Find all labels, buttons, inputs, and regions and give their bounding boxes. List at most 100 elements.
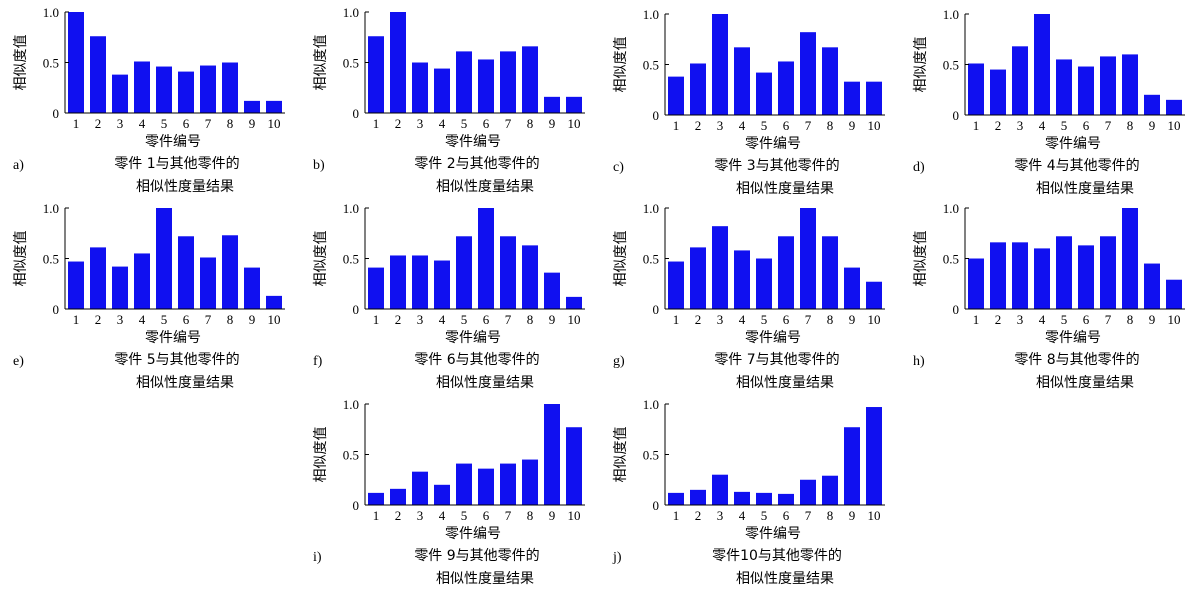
bar-4 <box>134 61 150 113</box>
bar-7 <box>500 51 516 113</box>
chart-panel-g: 0 0.5 1.0 1 2 3 4 5 6 7 8 9 10 零件编号 相似度值 g) 零件 7与其他零件的相似… <box>613 201 885 391</box>
x-tick-label: 8 <box>527 312 534 327</box>
x-tick-label: 3 <box>417 116 424 131</box>
x-tick-label: 8 <box>527 116 534 131</box>
bar-10 <box>266 295 282 309</box>
x-tick-label: 7 <box>205 116 212 131</box>
x-tick-label: 5 <box>461 312 468 327</box>
bar-10 <box>566 296 582 309</box>
x-tick-label: 2 <box>695 118 702 133</box>
caption-line-1: 零件 8与其他零件的 <box>1014 352 1139 368</box>
x-tick-label: 1 <box>73 312 80 327</box>
y-axis-label: 相似度值 <box>13 35 29 91</box>
y-tick-label: 0 <box>653 108 660 123</box>
x-tick-label: 10 <box>268 116 281 131</box>
bar-1 <box>668 492 684 505</box>
bar-10 <box>866 81 882 115</box>
chart-panel-c: 0 0.5 1.0 1 2 3 4 5 6 7 8 9 10 零件编号 相似度值 c) 零件 3与其他零件的相似… <box>613 7 885 197</box>
x-tick-label: 6 <box>483 508 490 523</box>
y-tick-label: 0.5 <box>643 252 659 267</box>
caption-line-1: 零件 4与其他零件的 <box>1014 158 1139 174</box>
bar-2 <box>690 489 706 505</box>
y-axis-label: 相似度值 <box>613 37 629 93</box>
y-tick-label: 0.5 <box>43 252 59 267</box>
y-axis-label: 相似度值 <box>613 231 629 287</box>
x-tick-label: 4 <box>439 116 446 131</box>
bar-6 <box>778 61 794 115</box>
x-tick-label: 1 <box>973 118 980 133</box>
x-tick-label: 6 <box>483 116 490 131</box>
x-tick-label: 9 <box>249 116 256 131</box>
x-tick-label: 8 <box>227 312 234 327</box>
chart-panel-f: 0 0.5 1.0 1 2 3 4 5 6 7 8 9 10 零件编号 相似度值 f) 零件 6与其他零件的相似… <box>313 201 585 391</box>
bar-5 <box>456 51 472 113</box>
x-tick-label: 5 <box>1061 312 1068 327</box>
bar-3 <box>712 14 728 115</box>
bar-5 <box>1056 236 1072 309</box>
panel-letter: f) <box>313 354 323 369</box>
x-tick-label: 2 <box>95 312 102 327</box>
x-tick-label: 2 <box>995 118 1002 133</box>
x-tick-label: 5 <box>1061 118 1068 133</box>
bar-8 <box>222 62 238 113</box>
x-tick-label: 10 <box>568 312 581 327</box>
x-tick-label: 4 <box>739 118 746 133</box>
bar-7 <box>800 32 816 115</box>
bar-3 <box>112 74 128 113</box>
bar-2 <box>690 247 706 309</box>
y-axis-label: 相似度值 <box>13 231 29 287</box>
x-axis-label: 零件编号 <box>745 526 801 542</box>
x-tick-label: 3 <box>117 116 124 131</box>
bar-1 <box>968 258 984 309</box>
y-tick-label: 0 <box>353 302 360 317</box>
x-tick-label: 5 <box>161 312 168 327</box>
x-tick-label: 7 <box>505 312 512 327</box>
bar-6 <box>478 59 494 113</box>
y-axis-label: 相似度值 <box>913 37 929 93</box>
x-tick-label: 7 <box>1105 118 1112 133</box>
caption-line-1: 零件 1与其他零件的 <box>114 156 239 172</box>
bar-8 <box>222 235 238 309</box>
x-axis-label: 零件编号 <box>745 136 801 152</box>
y-tick-label: 1.0 <box>643 7 659 22</box>
bar-4 <box>434 260 450 309</box>
y-tick-label: 0.5 <box>43 56 59 71</box>
panel-letter: h) <box>913 354 925 369</box>
x-tick-label: 9 <box>549 116 556 131</box>
x-tick-label: 3 <box>117 312 124 327</box>
x-tick-label: 3 <box>1017 118 1024 133</box>
bar-7 <box>500 236 516 309</box>
panel-letter: j) <box>612 550 622 565</box>
bar-9 <box>244 100 260 113</box>
y-tick-label: 0 <box>53 106 60 121</box>
x-tick-label: 8 <box>1127 118 1134 133</box>
x-tick-label: 10 <box>1168 312 1181 327</box>
bar-6 <box>1078 66 1094 115</box>
x-tick-label: 2 <box>395 116 402 131</box>
x-tick-label: 10 <box>268 312 281 327</box>
x-tick-label: 5 <box>461 116 468 131</box>
x-tick-label: 1 <box>373 312 380 327</box>
x-axis-label: 零件编号 <box>445 526 501 542</box>
y-tick-label: 0.5 <box>643 448 659 463</box>
bar-3 <box>712 226 728 309</box>
x-tick-label: 7 <box>205 312 212 327</box>
y-tick-label: 0.5 <box>343 448 359 463</box>
x-tick-label: 3 <box>1017 312 1024 327</box>
x-tick-label: 7 <box>805 312 812 327</box>
x-tick-label: 7 <box>805 508 812 523</box>
x-tick-label: 9 <box>1149 118 1156 133</box>
y-tick-label: 0.5 <box>943 252 959 267</box>
bar-1 <box>968 63 984 115</box>
panel-letter: d) <box>913 160 925 175</box>
x-tick-label: 5 <box>461 508 468 523</box>
y-tick-label: 0 <box>353 106 360 121</box>
bar-9 <box>844 267 860 309</box>
chart-panel-a: 0 0.5 1.0 1 2 3 4 5 6 7 8 9 10 零件编号 相似度值 a) 零件 1与其他零件的相似… <box>13 5 285 195</box>
bar-9 <box>844 427 860 505</box>
y-tick-label: 0.5 <box>943 58 959 73</box>
caption-line-2: 相似性度量结果 <box>1036 181 1134 197</box>
x-tick-label: 8 <box>827 312 834 327</box>
panel-letter: e) <box>13 354 24 369</box>
caption-line-2: 相似性度量结果 <box>436 571 534 587</box>
